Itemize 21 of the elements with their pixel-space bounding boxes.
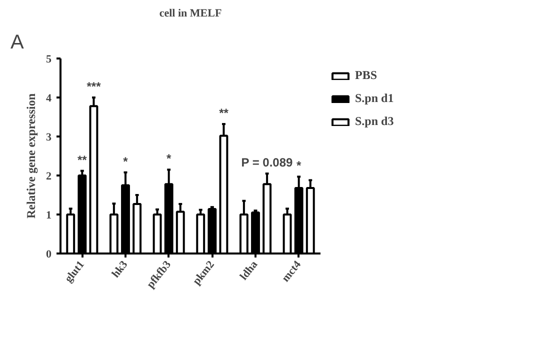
annotation: * (123, 154, 128, 168)
legend-label: PBS (355, 68, 378, 83)
y-tick-label: 4 (46, 92, 52, 104)
y-tick-label: 2 (46, 170, 52, 182)
y-tick-label: 5 (46, 54, 52, 66)
annotation: ** (219, 106, 229, 120)
y-tick-label: 3 (46, 132, 52, 144)
annotation: *** (86, 80, 102, 94)
annotation: P = 0.089 (241, 156, 294, 170)
y-tick-label: 0 (46, 248, 52, 260)
y-axis-title: Relative gene expression (24, 93, 38, 219)
x-tick-label: hk3 (110, 258, 131, 280)
annotation: * (296, 158, 302, 173)
text: A (10, 32, 24, 54)
legend-label: S.pn d1 (355, 91, 394, 106)
legend-label: S.pn d3 (355, 114, 394, 129)
annotation: * (166, 152, 172, 166)
chart-title: cell in MELF (159, 8, 222, 20)
y-tick-label: 1 (46, 210, 52, 222)
annotation: ** (77, 152, 88, 167)
x-tick-label: ldha (238, 258, 261, 283)
